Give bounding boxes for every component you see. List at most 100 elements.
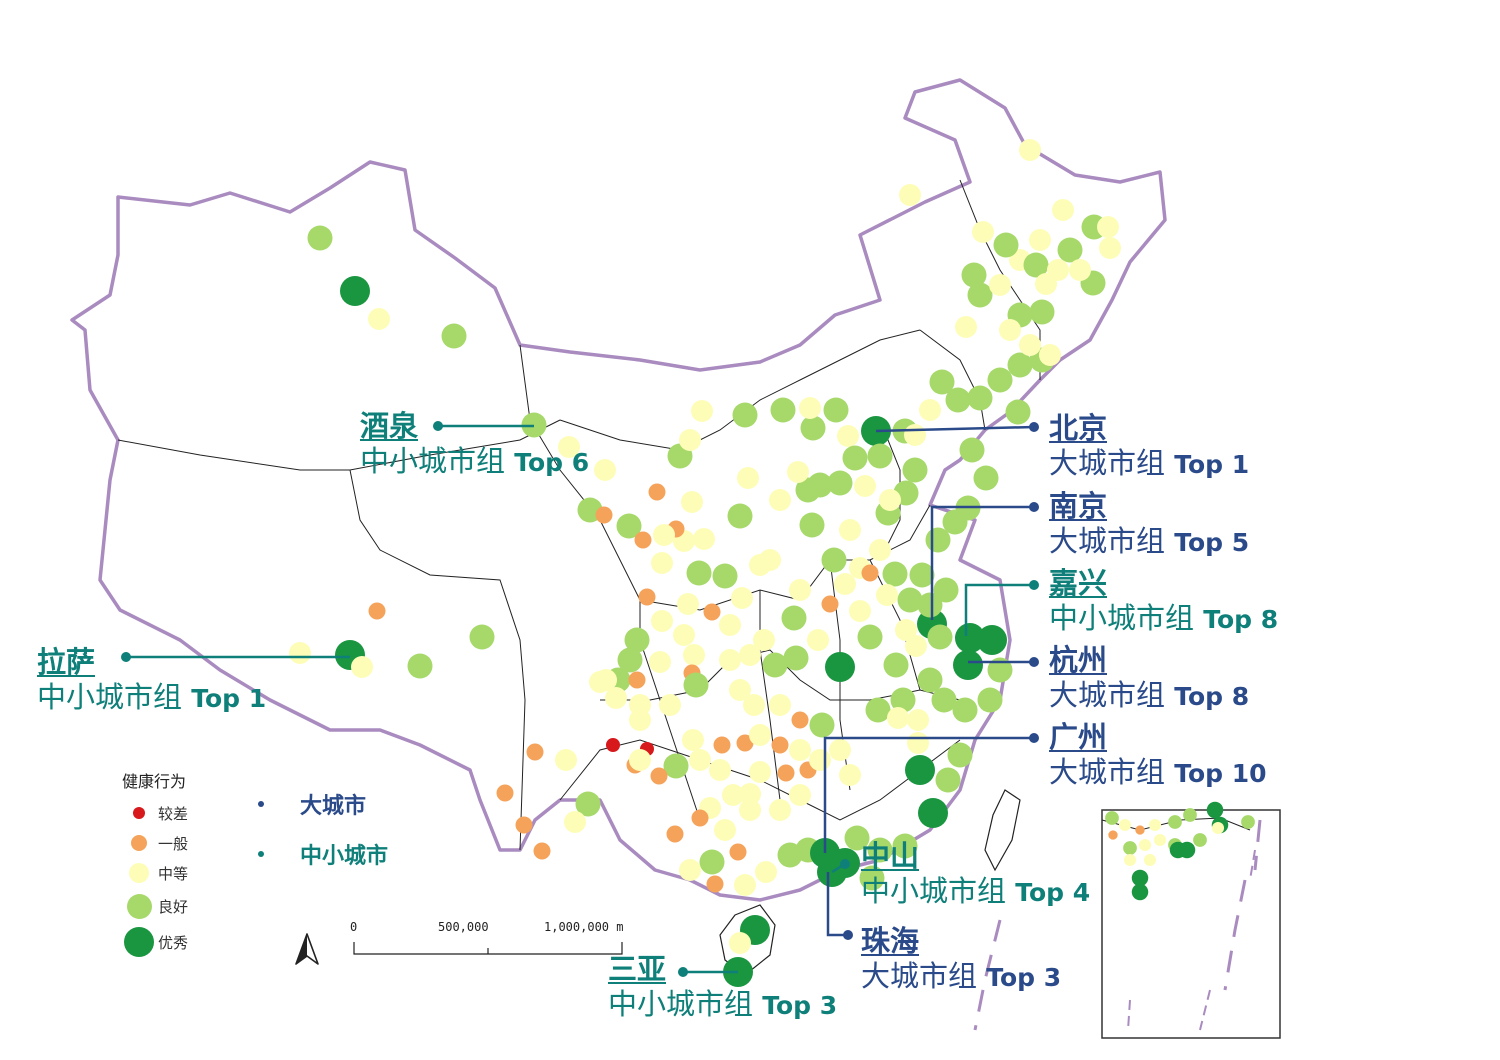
callout-name: 酒泉	[360, 409, 419, 443]
city-point	[307, 225, 333, 251]
city-point	[749, 724, 771, 746]
city-point	[691, 809, 709, 827]
city-point	[799, 397, 821, 419]
city-point	[821, 547, 847, 573]
city-point	[703, 603, 721, 621]
callout-group: 大城市组 Top 10	[1049, 755, 1267, 789]
city-point	[762, 652, 788, 678]
city-point	[749, 761, 771, 783]
callout-name: 嘉兴	[1049, 566, 1108, 600]
city-point	[736, 734, 754, 752]
city-point	[925, 527, 951, 553]
city-point	[897, 587, 923, 613]
city-point	[807, 629, 829, 651]
city-point	[989, 274, 1011, 296]
city-point	[781, 605, 807, 631]
city-point	[887, 707, 909, 729]
legend-label: 优秀	[158, 933, 189, 952]
callout-hangzhou: 杭州 大城市组 Top 8	[1049, 646, 1249, 710]
city-point	[739, 799, 761, 821]
city-point	[617, 647, 643, 673]
city-point	[651, 552, 673, 574]
leader-endpoint	[840, 859, 850, 869]
callout-group: 中小城市组 Top 4	[861, 874, 1091, 908]
city-point	[827, 470, 853, 496]
city-point	[837, 425, 859, 447]
callout-name: 拉萨	[37, 645, 96, 679]
city-point	[691, 400, 713, 422]
legend-swatch	[129, 863, 149, 883]
callout-leader-lines	[121, 421, 1039, 977]
leader-line	[964, 583, 1034, 636]
city-point	[1069, 259, 1091, 281]
inset-city-point	[1123, 853, 1137, 867]
leader-line	[826, 872, 848, 937]
leader-endpoint	[1029, 733, 1039, 743]
callout-jiaxing: 嘉兴 中小城市组 Top 8	[1049, 569, 1278, 633]
city-point	[919, 399, 941, 421]
city-point	[693, 528, 715, 550]
city-point	[942, 509, 968, 535]
large-city-marker	[258, 801, 264, 807]
legend-swatch	[131, 835, 147, 851]
city-point	[917, 667, 943, 693]
callout-name: 广州	[1049, 720, 1108, 754]
city-point	[407, 653, 433, 679]
city-point	[769, 489, 791, 511]
inset-city-point	[1168, 815, 1182, 829]
city-point	[628, 671, 646, 689]
city-point	[823, 397, 849, 423]
leader-line	[930, 505, 1034, 620]
city-point	[714, 819, 736, 841]
callout-group: 大城市组 Top 8	[1049, 678, 1250, 712]
inset-city-point	[1131, 883, 1149, 901]
city-point	[947, 742, 973, 768]
city-point	[677, 593, 699, 615]
scale-label-1000k: 1,000,000 m	[544, 920, 624, 934]
city-point	[673, 624, 695, 646]
city-point	[933, 577, 959, 603]
city-point	[839, 519, 861, 541]
legend-swatch	[133, 807, 145, 819]
map-legend: 健康行为 较差 一般 中等 良好 优秀	[122, 768, 188, 960]
city-point	[629, 749, 651, 771]
city-point	[533, 842, 551, 860]
callout-group: 中小城市组 Top 3	[608, 987, 838, 1021]
city-point	[624, 627, 650, 653]
city-point	[777, 764, 795, 782]
city-point	[829, 739, 851, 761]
city-point	[682, 729, 704, 751]
city-point	[972, 221, 994, 243]
callout-jiuquan: 酒泉 中小城市组 Top 6	[360, 412, 589, 476]
city-point	[1052, 199, 1074, 221]
inset-city-point	[1108, 830, 1118, 840]
city-point	[743, 694, 765, 716]
leader-endpoint	[1029, 502, 1039, 512]
city-point	[973, 465, 999, 491]
city-point	[709, 759, 731, 781]
legend-swatch	[124, 927, 154, 957]
city-point	[791, 711, 809, 729]
city-point	[731, 587, 753, 609]
city-point	[809, 712, 835, 738]
inset-city-point	[1105, 811, 1119, 825]
city-point	[729, 679, 751, 701]
inset-city-point	[1118, 818, 1132, 832]
small-city-label: 中小城市	[300, 844, 389, 869]
legend-item-medium: 中等	[122, 858, 188, 888]
city-point	[564, 811, 586, 833]
city-point	[909, 562, 935, 588]
callout-guangzhou: 广州 大城市组 Top 10	[1049, 723, 1267, 787]
legend-item-poor: 较差	[122, 798, 188, 828]
city-point	[755, 861, 777, 883]
city-point	[882, 561, 908, 587]
callout-name: 杭州	[1049, 643, 1108, 677]
leader-endpoint	[1029, 422, 1039, 432]
city-point	[789, 739, 811, 761]
city-point	[712, 563, 738, 589]
legend-label: 中等	[158, 864, 189, 883]
city-point	[1097, 216, 1119, 238]
city-point	[857, 624, 883, 650]
inset-city-point	[1123, 841, 1137, 855]
callout-group: 中小城市组 Top 8	[1049, 601, 1279, 635]
